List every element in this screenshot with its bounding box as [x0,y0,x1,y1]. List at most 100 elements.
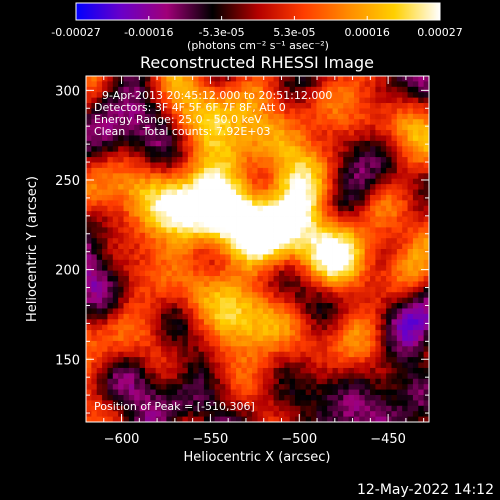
heatmap-cell [380,362,387,369]
heatmap-cell [295,97,301,104]
heatmap-cell [134,200,140,207]
heatmap-cell [91,367,98,374]
heatmap-cell [230,265,237,272]
heatmap-cell [278,411,285,417]
heatmap-cell [123,373,130,380]
heatmap-cell [262,113,269,120]
heatmap-cell [300,362,307,369]
heatmap-cell [252,119,258,126]
heatmap-cell [177,103,183,109]
heatmap-cell [268,416,274,422]
heatmap-cell [209,130,216,136]
heatmap-cell [268,200,274,207]
heatmap-cell [327,276,333,282]
heatmap-cell [268,351,274,358]
heatmap-cell [219,200,226,207]
heatmap-cell [412,135,419,142]
heatmap-cell [171,184,178,190]
heatmap-cell [407,194,414,201]
heatmap-cell [214,178,221,185]
heatmap-cell [123,254,130,261]
heatmap-cell [364,113,371,120]
heatmap-cell [86,286,92,293]
heatmap-cell [262,205,269,212]
heatmap-cell [402,378,408,385]
heatmap-cell [123,97,130,104]
heatmap-cell [139,200,146,207]
heatmap-cell [262,411,269,417]
heatmap-cell [364,146,371,153]
heatmap-cell [198,249,205,255]
heatmap-cell [209,373,216,380]
heatmap-cell [144,400,151,407]
heatmap-cell [112,243,119,250]
heatmap-cell [225,259,232,266]
heatmap-cell [150,146,157,153]
heatmap-cell [203,211,210,217]
heatmap-cell [112,200,119,207]
heatmap-cell [268,76,274,82]
heatmap-cell [359,394,366,401]
heatmap-cell [402,221,408,228]
heatmap-cell [284,281,291,288]
heatmap-cell [343,400,350,407]
heatmap-cell [128,211,135,217]
heatmap-cell [241,167,248,174]
x-tick-label: −600 [104,432,140,447]
heatmap-cell [396,76,403,82]
heatmap-cell [257,324,264,331]
heatmap-cell [128,167,135,174]
heatmap-cell [418,411,425,417]
heatmap-cell [316,205,323,212]
heatmap-cell [316,292,323,299]
heatmap-cell [412,173,419,180]
heatmap-cell [337,178,344,185]
heatmap-cell [370,308,376,315]
heatmap-cell [396,340,403,347]
heatmap-cell [343,216,350,223]
heatmap-cell [203,173,210,180]
heatmap-cell [177,135,183,142]
heatmap-cell [150,286,157,293]
heatmap-cell [364,108,371,115]
heatmap-cell [386,324,392,331]
heatmap-cell [166,216,173,223]
heatmap-cell [332,367,339,374]
heatmap-cell [107,373,114,380]
heatmap-cell [300,146,307,153]
heatmap-cell [300,373,307,380]
heatmap-cell [316,405,323,412]
heatmap-cell [230,216,237,223]
heatmap-cell [305,270,312,277]
heatmap-cell [246,157,253,163]
heatmap-cell [187,194,194,201]
heatmap-cell [273,405,280,412]
heatmap-cell [327,205,333,212]
heatmap-cell [187,292,194,299]
heatmap-cell [396,124,403,131]
heatmap-cell [370,238,376,244]
heatmap-cell [289,384,296,390]
heatmap-cell [102,389,108,396]
heatmap-cell [257,167,264,174]
heatmap-cell [300,108,307,115]
heatmap-cell [348,119,355,126]
heatmap-cell [407,124,414,131]
heatmap-cell [262,313,269,320]
heatmap-cell [370,373,376,380]
heatmap-cell [348,227,355,234]
heatmap-cell [407,389,414,396]
heatmap-cell [150,367,157,374]
heatmap-cell [96,411,103,417]
heatmap-cell [102,324,108,331]
heatmap-cell [311,373,317,380]
heatmap-cell [96,340,103,347]
heatmap-cell [225,211,232,217]
heatmap-cell [193,303,199,309]
heatmap-cell [236,335,242,342]
heatmap-cell [166,140,173,147]
heatmap-cell [300,351,307,358]
heatmap-cell [134,265,140,272]
heatmap-cell [198,416,205,422]
heatmap-cell [380,216,387,223]
